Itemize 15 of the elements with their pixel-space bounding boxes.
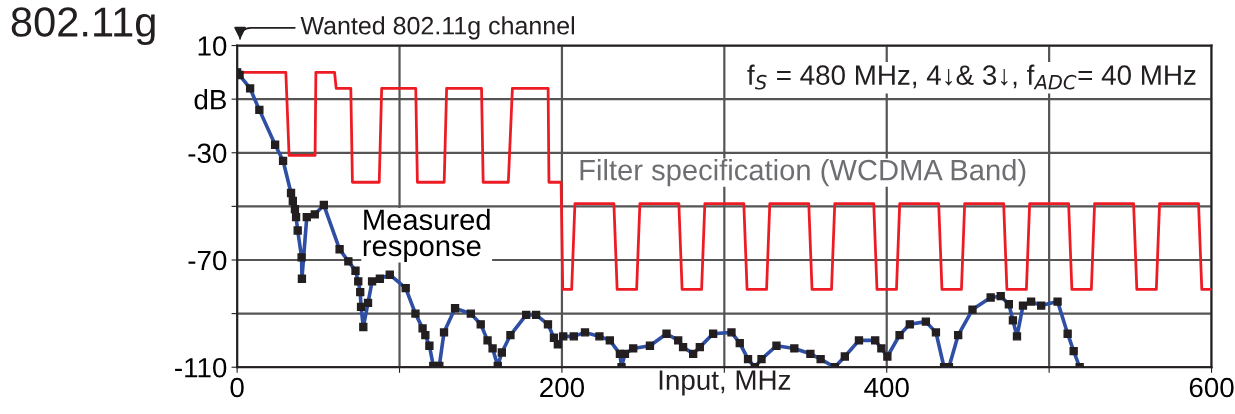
x-tick-label: 200 [540,377,585,398]
y-tick-label: dB [194,89,226,110]
annotation: f$_{S}$ = 480 MHz, 4↓& 3↓, f$_{ADC}$= 40 MHz [747,64,1196,90]
x-axis-title: Input, MHz [659,370,791,396]
y-tick-label: -70 [188,250,227,271]
series-label: Filter specification (WCDMA Band) [580,159,1026,187]
series-label: Measured response [363,208,490,262]
x-tick-label: 0 [230,377,244,398]
y-tick-label: 10 [198,36,227,56]
chart-title: 802.11g [11,7,155,46]
text: Wanted 802.11g channel [300,16,574,40]
y-tick-label: -30 [188,143,227,164]
x-tick-label: 400 [864,377,909,398]
y-tick-label: -110 [175,357,227,378]
x-tick-label: 600 [1189,377,1234,398]
